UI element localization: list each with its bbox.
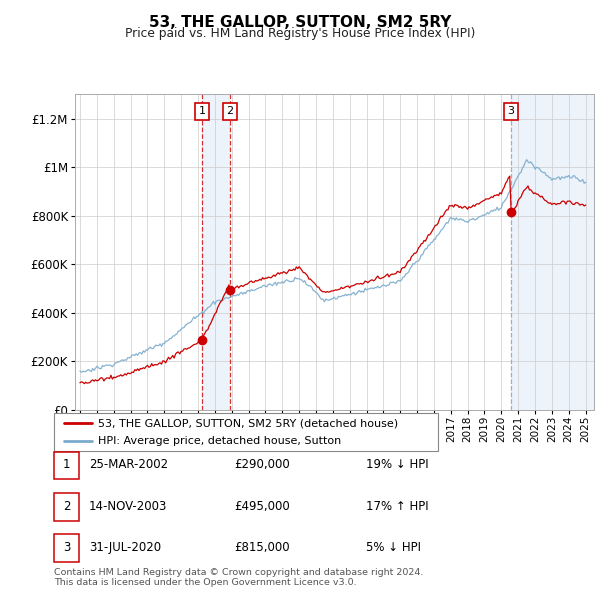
Text: 3: 3 xyxy=(63,541,70,554)
Text: £815,000: £815,000 xyxy=(234,541,290,554)
Text: 1: 1 xyxy=(199,106,205,116)
Text: 2: 2 xyxy=(63,500,70,513)
Text: £290,000: £290,000 xyxy=(234,458,290,471)
Text: 25-MAR-2002: 25-MAR-2002 xyxy=(89,458,168,471)
Text: Price paid vs. HM Land Registry's House Price Index (HPI): Price paid vs. HM Land Registry's House … xyxy=(125,27,475,40)
FancyBboxPatch shape xyxy=(54,413,438,451)
Text: 3: 3 xyxy=(508,106,515,116)
Text: Contains HM Land Registry data © Crown copyright and database right 2024.
This d: Contains HM Land Registry data © Crown c… xyxy=(54,568,424,587)
Text: 53, THE GALLOP, SUTTON, SM2 5RY (detached house): 53, THE GALLOP, SUTTON, SM2 5RY (detache… xyxy=(98,418,398,428)
Text: 1: 1 xyxy=(63,458,70,471)
Text: HPI: Average price, detached house, Sutton: HPI: Average price, detached house, Sutt… xyxy=(98,436,341,446)
Text: 53, THE GALLOP, SUTTON, SM2 5RY: 53, THE GALLOP, SUTTON, SM2 5RY xyxy=(149,15,451,30)
Text: 31-JUL-2020: 31-JUL-2020 xyxy=(89,541,161,554)
Text: 19% ↓ HPI: 19% ↓ HPI xyxy=(366,458,428,471)
Text: 17% ↑ HPI: 17% ↑ HPI xyxy=(366,500,428,513)
Text: 5% ↓ HPI: 5% ↓ HPI xyxy=(366,541,421,554)
Text: 2: 2 xyxy=(226,106,233,116)
Bar xyxy=(511,94,594,410)
Text: 14-NOV-2003: 14-NOV-2003 xyxy=(89,500,167,513)
Bar xyxy=(202,94,230,410)
Text: £495,000: £495,000 xyxy=(234,500,290,513)
